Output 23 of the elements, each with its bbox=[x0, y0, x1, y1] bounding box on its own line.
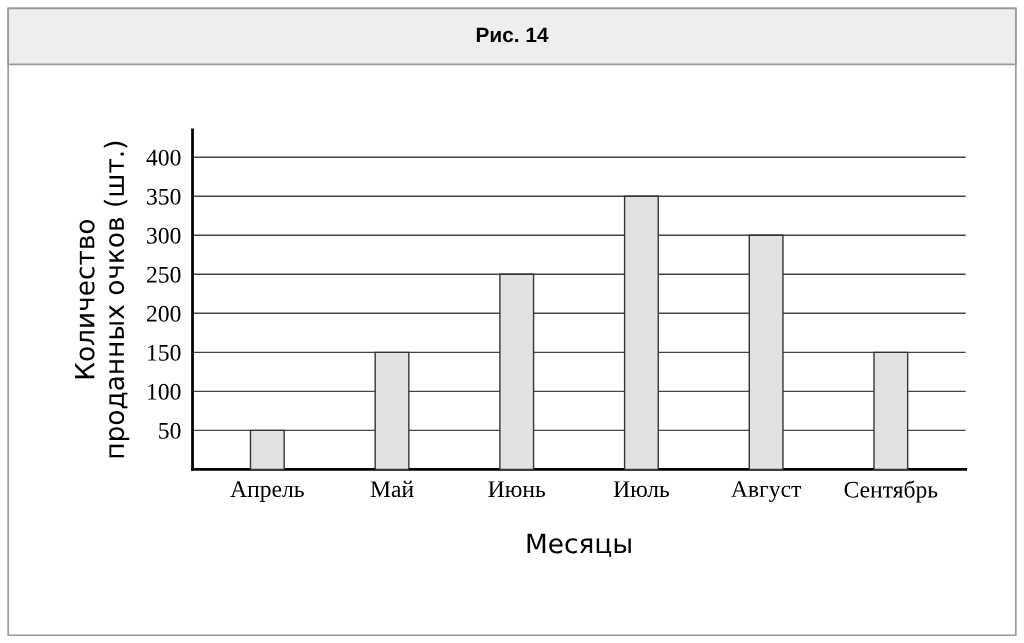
bar bbox=[499, 273, 535, 470]
y-tick-label: 300 bbox=[147, 227, 181, 244]
x-tick-label: Май bbox=[370, 480, 414, 498]
y-tick-label: 400 bbox=[146, 149, 181, 166]
chart-title: Рис. 14 bbox=[476, 27, 549, 43]
y-axis-title: Количество проданных очков (шт.) bbox=[75, 141, 130, 458]
y-tick-label: 350 bbox=[147, 188, 181, 205]
y-tick-label: 150 bbox=[148, 344, 181, 361]
x-tick-label: Август bbox=[731, 481, 802, 502]
y-tick-label: 200 bbox=[147, 305, 181, 322]
y-tick-label: 250 bbox=[147, 266, 181, 283]
bar bbox=[873, 351, 909, 470]
x-axis-title: Месяцы bbox=[527, 533, 631, 557]
x-tick-label: Июль bbox=[613, 481, 670, 498]
x-tick-label: Сентябрь bbox=[844, 480, 938, 503]
bar bbox=[374, 351, 410, 470]
x-tick-label: Июнь bbox=[488, 481, 546, 498]
y-tick-label: 100 bbox=[148, 383, 181, 400]
bar bbox=[623, 195, 659, 470]
bar bbox=[249, 429, 285, 470]
x-tick-label: Апрель bbox=[230, 481, 304, 502]
y-tick-label: 50 bbox=[159, 422, 181, 439]
bar bbox=[748, 234, 784, 470]
